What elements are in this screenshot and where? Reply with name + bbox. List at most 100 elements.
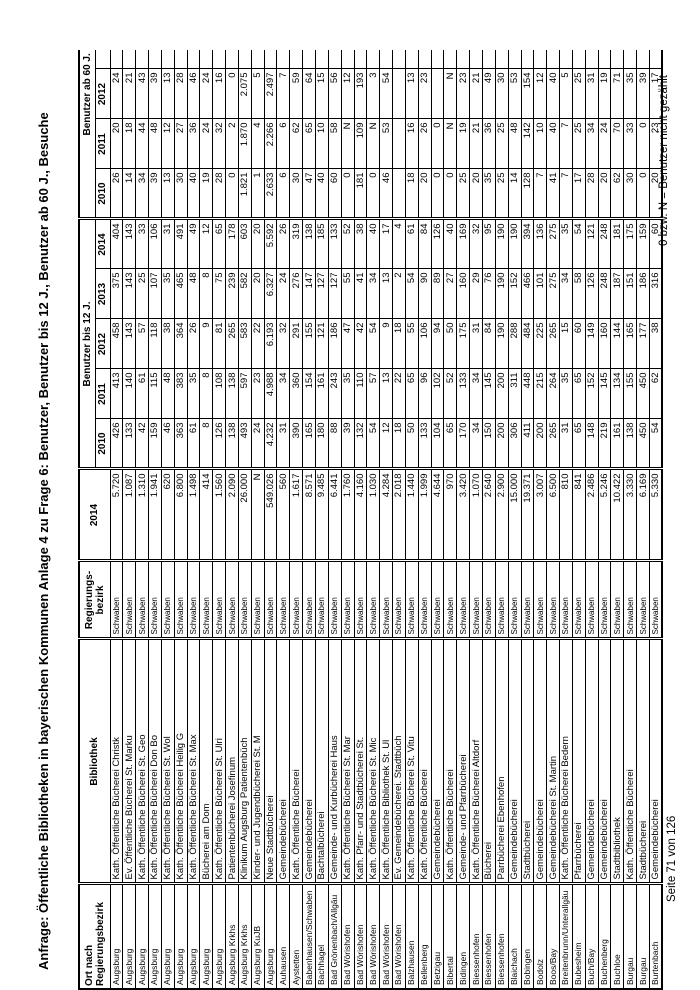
cell-ab60-2012: 19 bbox=[598, 69, 611, 119]
cell-bis12-2011: 35 bbox=[341, 369, 355, 419]
cell-bis12-2011: 61 bbox=[135, 369, 149, 419]
cell-ort: Augsburg bbox=[264, 884, 277, 989]
cell-ab60-2012: 43 bbox=[135, 69, 149, 119]
cell-ab60-2011: 65 bbox=[302, 119, 316, 169]
cell-bis12-2014: 54 bbox=[572, 219, 586, 269]
cell-ab60-clipped bbox=[161, 50, 175, 69]
table-row: Augsburg Kath. Öffentliche Bücherei St. U… bbox=[212, 50, 226, 989]
footnote: 0 bzw. N = Benutzer nicht gezählt bbox=[658, 74, 670, 246]
table-row: Boos/Bay Gemeindebücherei St. Martin Schwa… bbox=[546, 50, 560, 989]
cell-bis12-2011: 65 bbox=[572, 369, 586, 419]
header-ort: Ort nach Regierungsbezirk bbox=[79, 884, 110, 989]
cell-bis12-2012: 26 bbox=[187, 319, 200, 369]
cell-ab60-2011: 2.266 bbox=[264, 119, 277, 169]
cell-bibliothek: Kath. Öffentliche Bücherei bbox=[418, 639, 432, 884]
cell-benutzer-2014: 4.160 bbox=[354, 469, 367, 561]
cell-ab60-2010: 60 bbox=[328, 169, 342, 219]
cell-ab60-clipped bbox=[418, 50, 432, 69]
cell-bibliothek: Kath. Öffentliche Bücherei Bedern bbox=[559, 639, 573, 884]
cell-bis12-2013: 34 bbox=[366, 269, 380, 319]
cell-ab60-2011: N bbox=[366, 119, 380, 169]
cell-bis12-2010: 200 bbox=[495, 419, 509, 469]
cell-ab60-2012: 46 bbox=[187, 69, 200, 119]
cell-benutzer-2014: 1.617 bbox=[289, 469, 303, 561]
cell-ab60-2011: 36 bbox=[482, 119, 496, 169]
cell-ab60-2011: 53 bbox=[379, 119, 393, 169]
cell-bis12-2014: 35 bbox=[559, 219, 573, 269]
cell-bis12-2014: 4 bbox=[392, 219, 406, 269]
cell-benutzer-2014: 1.087 bbox=[122, 469, 136, 561]
cell-bis12-2014: 38 bbox=[354, 219, 367, 269]
cell-ab60-2011: N bbox=[341, 119, 355, 169]
cell-bis12-2011: 448 bbox=[521, 369, 534, 419]
cell-ort: Bubesheim bbox=[572, 884, 586, 989]
header-regbez-line2: bezirk bbox=[94, 585, 106, 615]
cell-regierungsbezirk: Schwaben bbox=[341, 561, 355, 639]
cell-bis12-2011: 35 bbox=[559, 369, 573, 419]
cell-ab60-2012: 28 bbox=[174, 69, 188, 119]
table-row: Biessenhofen Parrbücherei Ebenhofen Schwab… bbox=[495, 50, 509, 989]
cell-benutzer-2014: 3.330 bbox=[623, 469, 637, 561]
cell-ort: Buch/Bay bbox=[585, 884, 599, 989]
cell-bis12-2014: 65 bbox=[212, 219, 226, 269]
cell-ab60-2010: 41 bbox=[546, 169, 560, 219]
cell-ort: Bad Wörishofen bbox=[366, 884, 380, 989]
cell-bis12-2011: 13 bbox=[379, 369, 393, 419]
cell-benutzer-2014: 841 bbox=[572, 469, 586, 561]
cell-bis12-2012: 94 bbox=[431, 319, 444, 369]
cell-bis12-2010: 493 bbox=[238, 419, 252, 469]
cell-bis12-2014: 491 bbox=[174, 219, 188, 269]
cell-ab60-2010: 7 bbox=[559, 169, 573, 219]
cell-bis12-2014: 159 bbox=[636, 219, 650, 269]
cell-bis12-2013: 20 bbox=[251, 269, 265, 319]
cell-ort: Augsburg bbox=[135, 884, 149, 989]
table-row: Augsburg Kath. Öffentliche Bücherei Chris… bbox=[110, 50, 123, 989]
cell-bis12-2012: 364 bbox=[174, 319, 188, 369]
cell-regierungsbezirk: Schwaben bbox=[251, 561, 265, 639]
cell-regierungsbezirk: Schwaben bbox=[110, 561, 123, 639]
cell-benutzer-2014: 2.486 bbox=[585, 469, 599, 561]
cell-ab60-2012: 24 bbox=[110, 69, 123, 119]
cell-ort: Betzigau bbox=[431, 884, 444, 989]
cell-bis12-2013: 186 bbox=[636, 269, 650, 319]
cell-bis12-2010: 46 bbox=[161, 419, 175, 469]
cell-ab60-2012: 53 bbox=[508, 69, 521, 119]
cell-regierungsbezirk: Schwaben bbox=[276, 561, 290, 639]
cell-ab60-2012 bbox=[431, 69, 444, 119]
cell-ab60-2010: 46 bbox=[379, 169, 393, 219]
cell-ab60-2012: 21 bbox=[469, 69, 483, 119]
header-year-bis12-2014: 2014 bbox=[95, 219, 110, 269]
cell-regierungsbezirk: Schwaben bbox=[225, 561, 239, 639]
cell-benutzer-2014: 3.420 bbox=[456, 469, 470, 561]
cell-ab60-2011: 26 bbox=[418, 119, 432, 169]
cell-bis12-2014: 175 bbox=[623, 219, 637, 269]
cell-ab60-2012: 0 bbox=[225, 69, 239, 119]
cell-bis12-2011: 22 bbox=[392, 369, 406, 419]
cell-ab60-2012: 154 bbox=[521, 69, 534, 119]
cell-ab60-2010: 18 bbox=[405, 169, 419, 219]
cell-ab60-2010: 17 bbox=[572, 169, 586, 219]
cell-regierungsbezirk: Schwaben bbox=[405, 561, 419, 639]
cell-bibliothek: Bachtalbücherei bbox=[315, 639, 329, 884]
cell-ab60-2010: 14 bbox=[122, 169, 136, 219]
cell-bis12-2013: 248 bbox=[598, 269, 611, 319]
cell-bis12-2010: 42 bbox=[135, 419, 149, 469]
cell-ab60-2011: 70 bbox=[610, 119, 624, 169]
cell-bibliothek: Kath. Öffentliche Bücherei St. Wol bbox=[161, 639, 175, 884]
cell-ab60-2012: 193 bbox=[354, 69, 367, 119]
cell-ort: Augsburg bbox=[122, 884, 136, 989]
cell-bis12-2011: 145 bbox=[598, 369, 611, 419]
cell-ort: Biessenhofen bbox=[482, 884, 496, 989]
cell-ort: Balzhausen bbox=[405, 884, 419, 989]
cell-bis12-2012: 22 bbox=[251, 319, 265, 369]
cell-bis12-2013: 2 bbox=[392, 269, 406, 319]
cell-benutzer-2014: 6.500 bbox=[546, 469, 560, 561]
header-year-ab60-2011: 2011 bbox=[95, 119, 110, 169]
cell-benutzer-2014: 1.440 bbox=[405, 469, 419, 561]
cell-ab60-2010: 7 bbox=[533, 169, 547, 219]
cell-bis12-2013: 8 bbox=[199, 269, 213, 319]
cell-bis12-2012: 81 bbox=[212, 319, 226, 369]
cell-bis12-2012: 38 bbox=[161, 319, 175, 369]
cell-ab60-2010: 1 bbox=[251, 169, 265, 219]
table-row: Augsburg KuJB Kinder- und Jugendbücherei … bbox=[251, 50, 265, 989]
